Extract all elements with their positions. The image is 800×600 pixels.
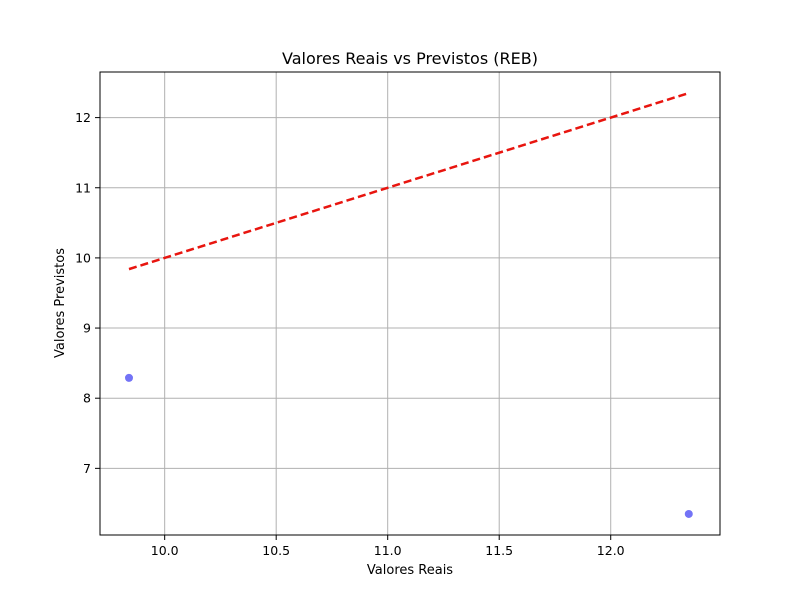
y-tick-label: 8 (83, 391, 91, 406)
y-tick-label: 12 (75, 110, 91, 125)
y-tick-label: 9 (83, 321, 91, 336)
y-tick-label: 10 (75, 250, 91, 265)
x-tick-label: 12.0 (597, 543, 625, 558)
data-point (684, 509, 693, 518)
reference-line-group (128, 91, 690, 271)
y-tick-label: 11 (75, 180, 91, 195)
x-axis-ticks: 10.0 10.5 11.0 11.5 12.0 (151, 535, 625, 558)
data-points (124, 373, 693, 518)
y-axis-label: Valores Previstos (53, 248, 68, 358)
data-point (124, 373, 133, 382)
y-axis-ticks: 7 8 9 10 11 12 (75, 110, 100, 476)
y-tick-label: 7 (83, 461, 91, 476)
x-tick-label: 11.0 (374, 543, 402, 558)
x-tick-label: 10.5 (262, 543, 290, 558)
x-axis-label: Valores Reais (367, 563, 453, 578)
reference-line (128, 91, 690, 271)
plot-frame (99, 71, 721, 536)
x-tick-label: 10.0 (151, 543, 179, 558)
grid (100, 72, 720, 535)
chart-title: Valores Reais vs Previstos (REB) (282, 49, 538, 68)
x-tick-label: 11.5 (485, 543, 513, 558)
